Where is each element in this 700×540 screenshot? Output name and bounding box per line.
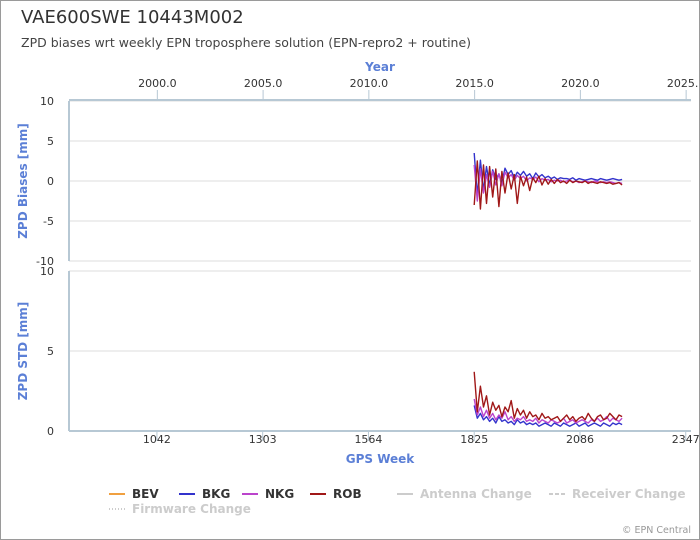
top-x-tick-label: 2000.0 <box>138 77 177 90</box>
chart-subtitle: ZPD biases wrt weekly EPN troposphere so… <box>21 35 472 50</box>
series-line-nkg <box>473 398 623 424</box>
legend-item-nkg: NKG <box>265 487 294 501</box>
bottom-x-tick-label: 1825 <box>460 433 488 446</box>
legend-item-antenna-change: Antenna Change <box>420 487 532 501</box>
bottom-x-tick-label: 2347 <box>672 433 699 446</box>
bottom-x-tick-label: 1564 <box>354 433 382 446</box>
top-x-axis-label: Year <box>364 60 395 74</box>
legend-item-receiver-change: Receiver Change <box>572 487 686 501</box>
y-tick-label: 0 <box>47 425 54 438</box>
y-tick-label: 5 <box>47 345 54 358</box>
y-tick-label: 10 <box>40 265 54 278</box>
y-tick-label: 0 <box>47 175 54 188</box>
legend-item-bev: BEV <box>132 487 159 501</box>
legend-item-firmware-change: Firmware Change <box>132 502 251 516</box>
y-tick-label: 10 <box>40 95 54 108</box>
y-axis-label: ZPD Biases [mm] <box>16 123 30 239</box>
series-line-rob <box>473 160 623 210</box>
series-line-bkg <box>473 405 623 427</box>
series-line-rob <box>473 371 623 423</box>
legend-item-rob: ROB <box>333 487 362 501</box>
series-line-nkg <box>473 164 623 202</box>
bottom-x-axis-label: GPS Week <box>346 452 416 466</box>
top-x-tick-label: 2015.0 <box>455 77 494 90</box>
y-tick-label: -10 <box>36 255 54 268</box>
legend-item-bkg: BKG <box>202 487 230 501</box>
top-x-tick-label: 2020.0 <box>561 77 600 90</box>
y-tick-label: 5 <box>47 135 54 148</box>
y-tick-label: -5 <box>43 215 54 228</box>
bottom-x-tick-label: 2086 <box>566 433 594 446</box>
bottom-x-tick-label: 1042 <box>143 433 171 446</box>
credits[interactable]: © EPN Central <box>622 525 691 536</box>
top-x-tick-label: 2025.0 <box>667 77 699 90</box>
top-x-tick-label: 2010.0 <box>350 77 389 90</box>
chart-title: VAE600SWE 10443M002 <box>21 7 244 28</box>
top-x-tick-label: 2005.0 <box>244 77 283 90</box>
bottom-x-tick-label: 1303 <box>249 433 277 446</box>
y-axis-label: ZPD STD [mm] <box>16 302 30 401</box>
